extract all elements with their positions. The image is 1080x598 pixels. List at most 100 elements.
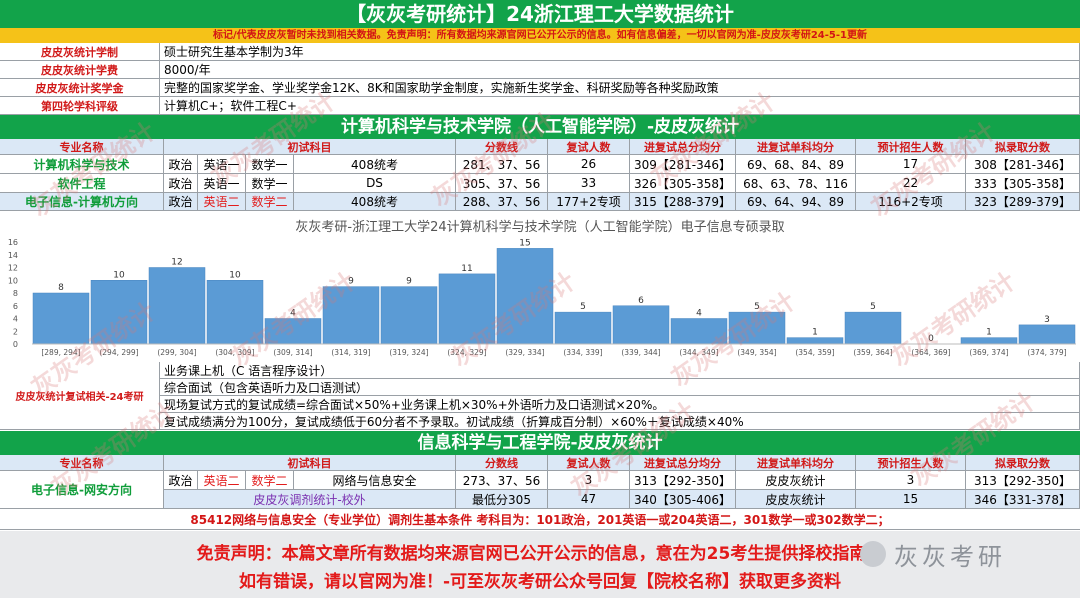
y-tick-label: 14	[8, 251, 18, 260]
col-header: 复试人数	[548, 139, 630, 155]
admit-score: 308【281-346】	[966, 155, 1080, 174]
subject: 政治	[164, 193, 198, 211]
adjust-label: 皮皮灰调剂统计-校外	[164, 490, 456, 509]
subject: 数学二	[246, 471, 294, 490]
x-tick-label: (374, 379]	[1027, 348, 1066, 357]
retest-line: 现场复试方式的复试成绩=综合面试×50%+业务课上机×30%+外语听力及口语测试…	[160, 396, 1080, 413]
avg-total: 309【281-346】	[630, 155, 736, 174]
score-line: 305、37、56	[456, 174, 548, 193]
histogram-bar	[322, 286, 380, 345]
bar-value-label: 12	[171, 258, 182, 268]
plan-count: 17	[856, 155, 966, 174]
avg-total: 313【292-350】	[630, 471, 736, 490]
histogram-bar	[32, 292, 90, 345]
histogram-bar	[670, 318, 728, 345]
histogram-bar	[960, 337, 1018, 345]
histogram-bar	[554, 311, 612, 345]
bar-value-label: 5	[580, 302, 586, 312]
retest-count: 177+2专项	[548, 193, 630, 211]
score-histogram: 灰灰考研-浙江理工大学24计算机科学与技术学院（人工智能学院）电子信息专硕录取 …	[0, 212, 1080, 362]
bar-value-label: 1	[986, 328, 992, 338]
col-header: 进复试单科均分	[736, 455, 856, 471]
retest-line: 综合面试（包含英语听力及口语测试）	[160, 379, 1080, 396]
y-tick-label: 4	[13, 315, 18, 324]
subject: 政治	[164, 155, 198, 174]
histogram-bar	[438, 273, 496, 345]
col-header: 进复试总分均分	[630, 139, 736, 155]
x-tick-label: (299, 304]	[157, 348, 196, 357]
retest-label: 皮皮灰统计复试相关-24考研	[0, 362, 160, 430]
avg-single: 皮皮灰统计	[736, 471, 856, 490]
section2-table: 专业名称 初试科目 分数线 复试人数 进复试总分均分 进复试单科均分 预计招生人…	[0, 455, 1080, 509]
histogram-bar	[612, 305, 670, 345]
avg-single: 69、64、94、89	[736, 193, 856, 211]
bar-value-label: 0	[928, 334, 934, 344]
col-header: 专业名称	[0, 139, 164, 155]
info-label: 第四轮学科评级	[0, 97, 160, 115]
histogram-bar	[206, 280, 264, 345]
bar-value-label: 4	[290, 309, 296, 319]
avg-single: 皮皮灰统计	[736, 490, 856, 509]
x-tick-label: (359, 364]	[853, 348, 892, 357]
subject: 408统考	[294, 193, 456, 211]
info-label: 皮皮灰统计奖学金	[0, 79, 160, 97]
col-header: 预计招生人数	[856, 455, 966, 471]
bar-value-label: 9	[348, 277, 354, 287]
y-tick-label: 10	[8, 276, 18, 285]
retest-count: 33	[548, 174, 630, 193]
section1-table: 专业名称 初试科目 分数线 复试人数 进复试总分均分 进复试单科均分 预计招生人…	[0, 139, 1080, 211]
x-tick-label: (364, 369]	[911, 348, 950, 357]
histogram-bar	[844, 311, 902, 345]
col-header: 进复试总分均分	[630, 455, 736, 471]
y-tick-label: 6	[13, 302, 18, 311]
bar-value-label: 8	[58, 283, 64, 293]
avg-total: 315【288-379】	[630, 193, 736, 211]
avg-total: 326【305-358】	[630, 174, 736, 193]
admit-score: 313【292-350】	[966, 471, 1080, 490]
histogram-bar	[1018, 324, 1076, 345]
logo-icon	[860, 541, 886, 567]
x-tick-label: (329, 334]	[505, 348, 544, 357]
retest-table: 皮皮灰统计复试相关-24考研 业务课上机（C 语言程序设计） 综合面试（包含英语…	[0, 362, 1080, 430]
subject: DS	[294, 174, 456, 193]
subject: 英语二	[198, 193, 246, 211]
score-line: 最低分305	[456, 490, 548, 509]
logo: 灰灰考研	[860, 539, 1070, 571]
bar-value-label: 5	[870, 302, 876, 312]
bar-value-label: 4	[696, 309, 702, 319]
bar-value-label: 6	[638, 296, 644, 306]
y-tick-label: 8	[13, 289, 18, 298]
retest-line: 复试成绩满分为100分，复试成绩低于60分者不予录取。初试成绩（折算成百分制）×…	[160, 413, 1080, 430]
score-line: 281、37、56	[456, 155, 548, 174]
info-label: 皮皮灰统计学费	[0, 61, 160, 79]
col-header: 复试人数	[548, 455, 630, 471]
x-tick-label: (344, 349]	[679, 348, 718, 357]
x-tick-label: (369, 374]	[969, 348, 1008, 357]
major-name: 软件工程	[0, 174, 164, 193]
page-title: 【灰灰考研统计】24浙江理工大学数据统计	[0, 0, 1080, 28]
subject: 政治	[164, 471, 198, 490]
bar-value-label: 1	[812, 328, 818, 338]
info-value: 计算机C+；软件工程C+	[160, 97, 1080, 115]
retest-count: 47	[548, 490, 630, 509]
admit-score: 333【305-358】	[966, 174, 1080, 193]
subject: 数学一	[246, 174, 294, 193]
x-tick-label: [289, 294]	[41, 348, 80, 357]
retest-count: 3	[548, 471, 630, 490]
col-header: 进复试单科均分	[736, 139, 856, 155]
subject: 政治	[164, 174, 198, 193]
histogram-bar	[148, 267, 206, 345]
bar-value-label: 10	[113, 270, 125, 280]
plan-count: 3	[856, 471, 966, 490]
x-tick-label: (304, 309]	[215, 348, 254, 357]
y-tick-label: 2	[13, 327, 18, 336]
info-value: 硕士研究生基本学制为3年	[160, 43, 1080, 61]
section-title: 计算机科学与技术学院（人工智能学院）-皮皮灰统计	[0, 115, 1080, 139]
admit-score: 346【331-378】	[966, 490, 1080, 509]
col-header: 分数线	[456, 139, 548, 155]
bar-value-label: 10	[229, 270, 241, 280]
x-tick-label: (334, 339]	[563, 348, 602, 357]
col-header: 初试科目	[164, 455, 456, 471]
subject: 数学二	[246, 193, 294, 211]
